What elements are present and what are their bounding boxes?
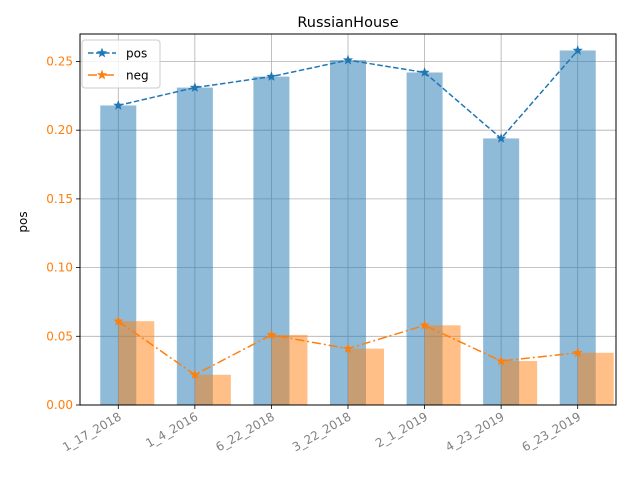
marker-pos-2_1_2019 — [419, 67, 430, 77]
marker-neg-1_17_2018 — [113, 315, 124, 326]
legend-marker-pos — [96, 47, 108, 58]
marker-neg-2_1_2019 — [419, 319, 430, 330]
y-tick-label-2: 0.10 — [46, 261, 73, 275]
marker-pos-6_22_2018 — [266, 71, 277, 81]
bar-pos-6_23_2019 — [559, 50, 596, 405]
y-tick-label-3: 0.15 — [46, 192, 73, 206]
marker-pos-6_23_2019 — [572, 45, 583, 55]
x-tick-label-4: 2_1_2019 — [373, 409, 430, 450]
legend-label-pos: pos — [126, 47, 147, 61]
legend: pos neg — [81, 39, 161, 89]
chart-title: RussianHouse — [297, 15, 398, 31]
x-tick-label-2: 6_22_2018 — [213, 409, 277, 454]
marker-neg-4_23_2019 — [496, 355, 507, 366]
x-tick-label-0: 1_17_2018 — [60, 409, 124, 454]
y-axis-label: pos — [16, 211, 30, 232]
bars — [100, 50, 614, 406]
marker-pos-1_4_2016 — [189, 82, 200, 92]
bar-pos-1_4_2016 — [176, 87, 213, 405]
bar-neg-6_23_2019 — [577, 352, 614, 405]
bar-neg-1_17_2018 — [118, 321, 155, 405]
x-tick-label-3: 3_22_2018 — [290, 409, 354, 454]
marker-neg-3_22_2018 — [342, 343, 354, 353]
marker-neg-6_22_2018 — [266, 329, 277, 340]
marker-neg-6_23_2019 — [572, 347, 583, 358]
marker-pos-3_22_2018 — [342, 54, 354, 65]
bar-neg-6_22_2018 — [271, 334, 308, 405]
x-tick-label-5: 4_23_2019 — [443, 409, 507, 454]
bar-neg-3_22_2018 — [348, 348, 384, 405]
y-tick-label-5: 0.25 — [46, 54, 73, 68]
y-tick-label-4: 0.20 — [46, 123, 73, 137]
marker-pos-4_23_2019 — [496, 133, 507, 143]
legend-marker-neg — [96, 69, 108, 80]
y-tick-label-0: 0.00 — [46, 398, 73, 412]
marker-pos-1_17_2018 — [113, 100, 124, 110]
bar-neg-2_1_2019 — [424, 325, 461, 405]
x-tick-label-1: 1_4_2016 — [143, 409, 200, 450]
legend-label-neg: neg — [126, 69, 149, 83]
bar-neg-4_23_2019 — [501, 361, 538, 405]
y-tick-label-1: 0.05 — [46, 329, 73, 343]
bar-neg-1_4_2016 — [194, 374, 231, 405]
marker-neg-1_4_2016 — [189, 369, 200, 380]
x-tick-label-6: 6_23_2019 — [520, 409, 584, 454]
series-lines — [113, 45, 583, 380]
